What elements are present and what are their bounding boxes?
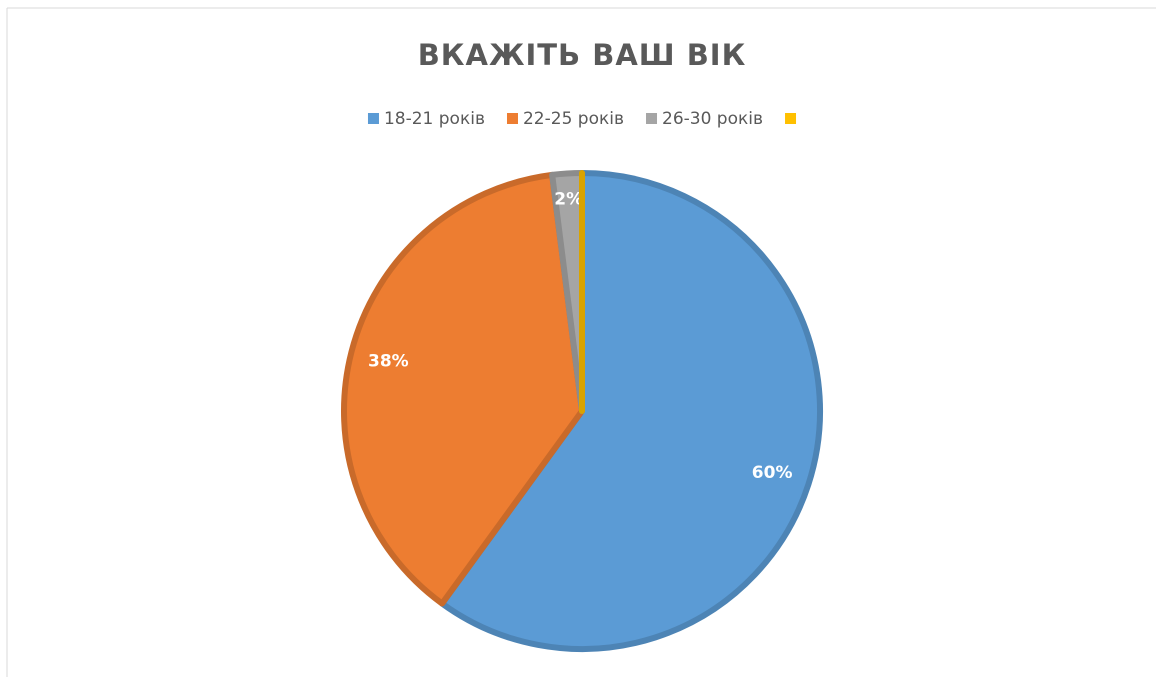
- pie-slice: [341, 171, 585, 607]
- legend-label: 26-30 років: [662, 109, 763, 129]
- pie-slice: [439, 170, 823, 652]
- data-label: 38%: [368, 351, 409, 371]
- legend-label: 22-25 років: [523, 109, 624, 129]
- legend-swatch: [367, 113, 379, 124]
- legend-label: 18-21 років: [384, 109, 485, 129]
- legend-swatch: [506, 113, 518, 124]
- data-label: 60%: [752, 463, 793, 483]
- data-label: 2%: [554, 190, 583, 210]
- chart-title: ВКАЖІТЬ ВАШ ВІК: [418, 38, 747, 72]
- legend-swatch: [785, 113, 797, 124]
- legend-swatch: [646, 113, 658, 124]
